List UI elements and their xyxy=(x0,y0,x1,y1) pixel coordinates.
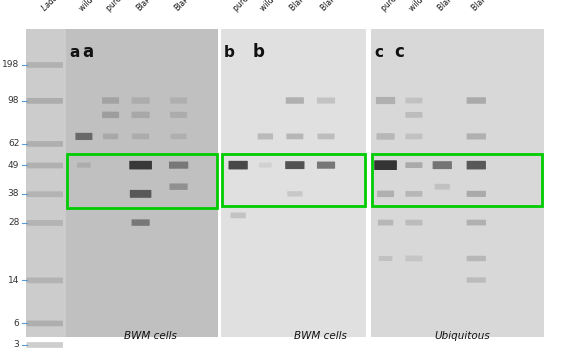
FancyBboxPatch shape xyxy=(405,256,422,261)
FancyBboxPatch shape xyxy=(27,220,63,226)
FancyBboxPatch shape xyxy=(170,183,188,190)
FancyBboxPatch shape xyxy=(318,134,335,139)
FancyBboxPatch shape xyxy=(132,112,150,118)
FancyBboxPatch shape xyxy=(27,342,63,348)
FancyBboxPatch shape xyxy=(27,278,63,283)
FancyBboxPatch shape xyxy=(169,162,188,169)
FancyBboxPatch shape xyxy=(102,97,119,104)
FancyBboxPatch shape xyxy=(132,219,150,226)
FancyBboxPatch shape xyxy=(435,184,450,190)
FancyBboxPatch shape xyxy=(26,29,66,337)
FancyBboxPatch shape xyxy=(287,191,303,197)
FancyBboxPatch shape xyxy=(218,29,221,337)
Text: 49: 49 xyxy=(8,160,19,170)
FancyBboxPatch shape xyxy=(467,256,486,261)
Text: BlaP216 Q55: BlaP216 Q55 xyxy=(436,0,477,13)
Text: wild type: wild type xyxy=(78,0,109,13)
FancyBboxPatch shape xyxy=(27,98,63,104)
FancyBboxPatch shape xyxy=(27,62,63,68)
Text: pure BlaP216Q79: pure BlaP216Q79 xyxy=(379,0,433,13)
FancyBboxPatch shape xyxy=(102,112,119,118)
Text: BWM cells: BWM cells xyxy=(294,331,347,341)
FancyBboxPatch shape xyxy=(77,163,91,168)
Text: 28: 28 xyxy=(8,218,19,227)
Text: 62: 62 xyxy=(8,139,19,148)
Text: b: b xyxy=(224,45,235,60)
Text: BlaP216 Q55: BlaP216 Q55 xyxy=(289,0,329,13)
FancyBboxPatch shape xyxy=(317,162,335,169)
FancyBboxPatch shape xyxy=(467,277,486,283)
Text: 98: 98 xyxy=(8,96,19,105)
FancyBboxPatch shape xyxy=(229,161,248,169)
FancyBboxPatch shape xyxy=(27,191,63,197)
Text: Ubiquitous: Ubiquitous xyxy=(434,331,490,341)
FancyBboxPatch shape xyxy=(286,97,304,104)
Text: pure BlaP216Q79: pure BlaP216Q79 xyxy=(232,0,285,13)
Text: wild type: wild type xyxy=(259,0,290,13)
Text: BlaP216 Q79: BlaP216 Q79 xyxy=(470,0,511,13)
Text: a: a xyxy=(82,43,94,61)
FancyBboxPatch shape xyxy=(467,161,486,169)
Text: BlaP197Q58: BlaP197Q58 xyxy=(134,0,174,13)
Text: 3: 3 xyxy=(14,340,19,349)
Text: c: c xyxy=(374,45,383,60)
FancyBboxPatch shape xyxy=(129,161,152,169)
FancyBboxPatch shape xyxy=(132,134,149,139)
FancyBboxPatch shape xyxy=(467,191,486,197)
FancyBboxPatch shape xyxy=(257,133,273,139)
FancyBboxPatch shape xyxy=(221,29,366,337)
FancyBboxPatch shape xyxy=(171,134,187,139)
Text: a: a xyxy=(69,45,79,60)
Text: c: c xyxy=(394,43,404,61)
FancyBboxPatch shape xyxy=(27,321,63,326)
Text: 38: 38 xyxy=(8,189,19,199)
FancyBboxPatch shape xyxy=(285,161,304,169)
FancyBboxPatch shape xyxy=(405,98,422,103)
FancyBboxPatch shape xyxy=(405,112,422,118)
Text: BlaP197Q72: BlaP197Q72 xyxy=(172,0,211,13)
FancyBboxPatch shape xyxy=(132,97,150,104)
FancyBboxPatch shape xyxy=(374,160,397,170)
FancyBboxPatch shape xyxy=(376,133,395,140)
FancyBboxPatch shape xyxy=(66,29,218,337)
FancyBboxPatch shape xyxy=(379,256,392,261)
Text: BlaP216 Q79: BlaP216 Q79 xyxy=(320,0,361,13)
FancyBboxPatch shape xyxy=(75,133,92,140)
Text: Ladder (kDa): Ladder (kDa) xyxy=(40,0,82,13)
FancyBboxPatch shape xyxy=(378,220,393,225)
Text: 6: 6 xyxy=(14,318,19,328)
FancyBboxPatch shape xyxy=(433,161,452,169)
FancyBboxPatch shape xyxy=(259,163,272,168)
Text: wild type: wild type xyxy=(408,0,439,13)
Text: 198: 198 xyxy=(2,60,19,69)
FancyBboxPatch shape xyxy=(405,220,422,225)
FancyBboxPatch shape xyxy=(27,163,63,168)
FancyBboxPatch shape xyxy=(27,141,63,147)
FancyBboxPatch shape xyxy=(286,134,303,139)
Text: pure BlaP197Q79: pure BlaP197Q79 xyxy=(104,0,158,13)
FancyBboxPatch shape xyxy=(170,112,187,118)
FancyBboxPatch shape xyxy=(377,191,394,197)
Text: b: b xyxy=(252,43,264,61)
FancyBboxPatch shape xyxy=(317,97,335,103)
Text: BWM cells: BWM cells xyxy=(124,331,177,341)
Text: 14: 14 xyxy=(8,275,19,285)
FancyBboxPatch shape xyxy=(405,191,422,197)
FancyBboxPatch shape xyxy=(405,134,422,139)
FancyBboxPatch shape xyxy=(371,29,544,337)
FancyBboxPatch shape xyxy=(170,97,187,103)
FancyBboxPatch shape xyxy=(103,134,118,139)
FancyBboxPatch shape xyxy=(405,162,422,168)
FancyBboxPatch shape xyxy=(467,220,486,225)
FancyBboxPatch shape xyxy=(130,190,151,198)
FancyBboxPatch shape xyxy=(467,97,486,104)
FancyBboxPatch shape xyxy=(467,133,486,139)
FancyBboxPatch shape xyxy=(230,213,246,218)
FancyBboxPatch shape xyxy=(376,97,395,104)
